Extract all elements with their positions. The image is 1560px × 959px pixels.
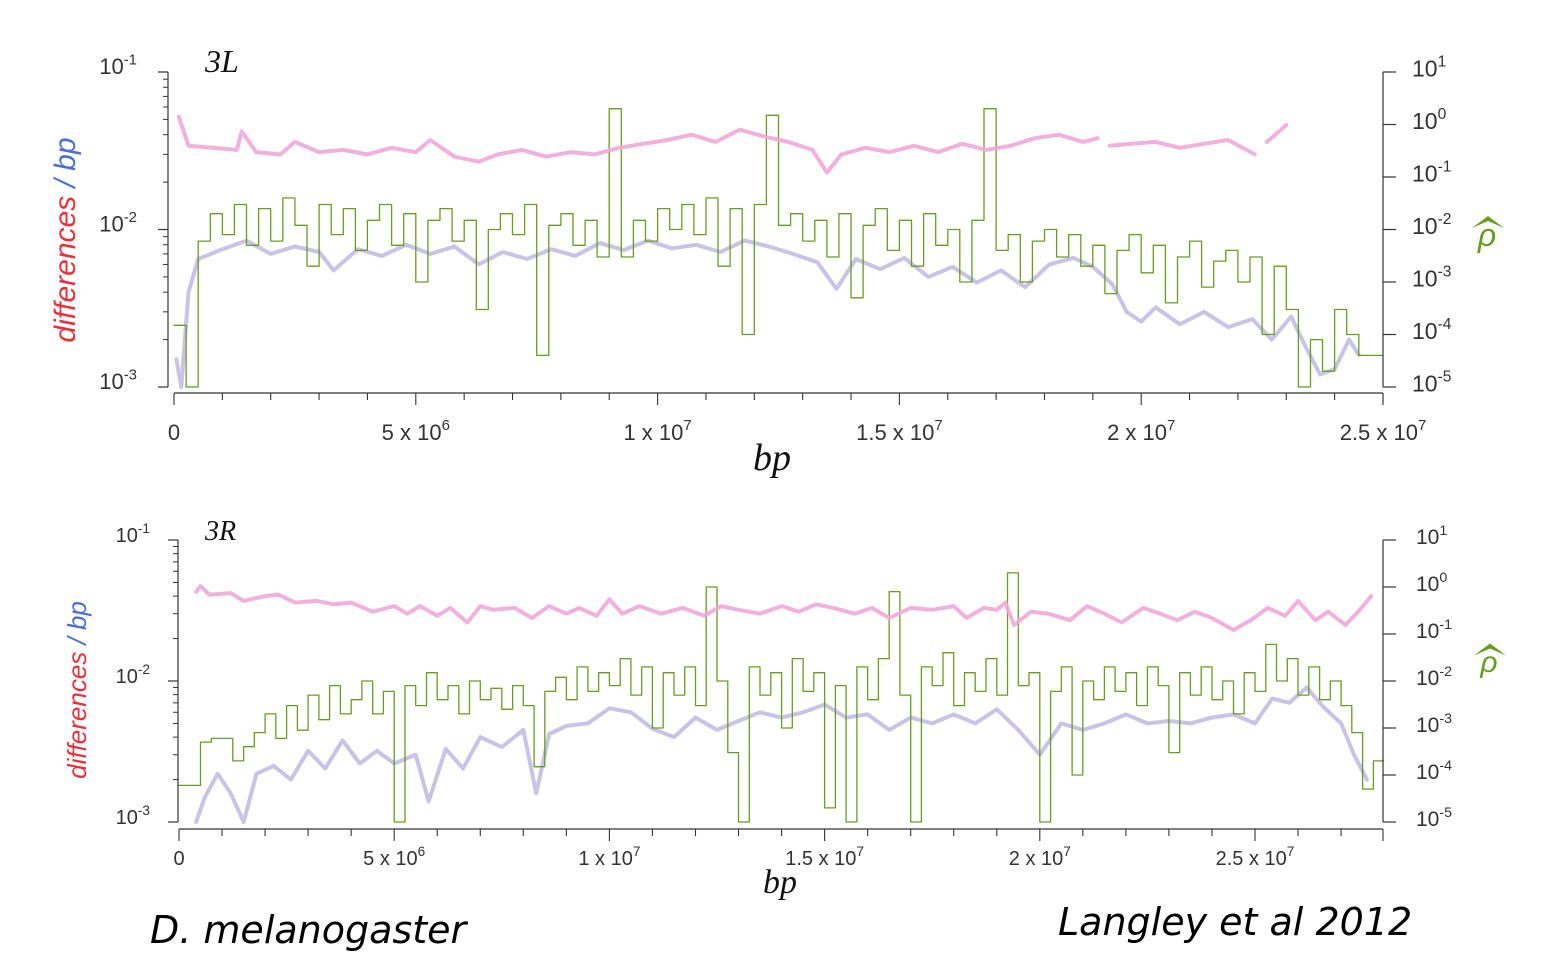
x-tick-label: 1 x 107 <box>578 844 640 870</box>
plot-area <box>173 108 1384 389</box>
right-y-tick-label: 100 <box>1416 570 1447 596</box>
diversity-series-line <box>194 685 1369 824</box>
right-y-tick-label: 10-5 <box>1416 805 1452 831</box>
x-tick-label: 1.5 x 107 <box>785 844 864 870</box>
right-y-tick-label: 10-4 <box>1412 316 1452 344</box>
left-y-tick-label: 10-2 <box>99 209 137 237</box>
x-tick-label: 1.5 x 107 <box>856 417 943 445</box>
left-y-tick-label: 10-3 <box>99 366 137 394</box>
chart-title: 3L <box>204 43 239 79</box>
y-axis-label-part2: / <box>62 630 92 652</box>
right-y-tick-label: 10-2 <box>1416 664 1452 690</box>
y-axis-label-left: differences / bp <box>62 601 92 779</box>
y-axis-label-part3: bp <box>49 137 82 170</box>
x-tick-label: 5 x 106 <box>363 844 425 870</box>
right-y-tick-label: 10-1 <box>1412 158 1452 186</box>
right-y-tick-label: 10-4 <box>1416 758 1452 784</box>
y-axis-label-part1: differences <box>49 196 82 343</box>
y-axis-label-right: ρ <box>1479 646 1497 679</box>
x-tick-label: 2 x 107 <box>1107 417 1175 445</box>
right-y-tick-label: 10-3 <box>1412 263 1452 291</box>
x-tick-label: 2.5 x 107 <box>1340 417 1427 445</box>
right-y-tick-label: 10-1 <box>1416 617 1452 643</box>
right-y-tick-label: 100 <box>1412 106 1447 134</box>
y-axis-label-part1: differences <box>62 652 92 779</box>
chart-title: 3R <box>204 516 236 547</box>
right-y-tick-label: 101 <box>1412 53 1446 81</box>
left-y-tick-label: 10-3 <box>116 803 150 829</box>
x-tick-label: 5 x 106 <box>382 417 450 445</box>
citation-label: Langley et al 2012 <box>1058 900 1413 944</box>
x-tick-label: 1 x 107 <box>623 417 691 445</box>
chart-3R: 10-1 10-2 10-3 101 100 10-1 10-2 10-3 10-4 10-5 0 5… <box>62 516 1506 901</box>
right-y-tick-label: 10-5 <box>1412 368 1452 396</box>
x-axis-label: bp <box>763 864 797 901</box>
x-tick-label: 2.5 x 107 <box>1216 844 1295 870</box>
plot-area <box>178 572 1384 824</box>
left-y-tick-label: 10-1 <box>116 521 150 547</box>
divergence-series-line <box>176 114 1289 175</box>
left-y-tick-label: 10-1 <box>99 51 137 79</box>
right-y-tick-label: 10-2 <box>1412 211 1452 239</box>
rho-series-line <box>178 572 1384 823</box>
divergence-series-line <box>194 584 1374 632</box>
diversity-series-line <box>174 238 1361 389</box>
right-y-tick-label: 101 <box>1416 523 1447 549</box>
hat-icon <box>1474 643 1506 656</box>
y-axis-label-part3: bp <box>62 601 92 630</box>
chart-3L: 10-1 10-2 10-3 101 100 10-1 10-2 10-3 10-4 10-5 0 5… <box>49 43 1504 479</box>
hat-icon <box>1472 216 1504 228</box>
x-tick-label: 2 x 107 <box>1009 844 1071 870</box>
rho-series-line <box>173 108 1384 388</box>
y-axis-label-left: differences / bp <box>49 137 82 342</box>
right-y-tick-label: 10-3 <box>1416 711 1452 737</box>
left-y-tick-label: 10-2 <box>116 662 150 688</box>
x-tick-label: 0 <box>173 848 184 870</box>
y-axis-label-part2: / <box>49 171 82 196</box>
y-axis-label-right: ρ <box>1477 217 1496 253</box>
x-tick-label: 0 <box>168 420 180 445</box>
species-label: D. melanogaster <box>150 908 467 952</box>
x-axis-label: bp <box>753 437 791 479</box>
